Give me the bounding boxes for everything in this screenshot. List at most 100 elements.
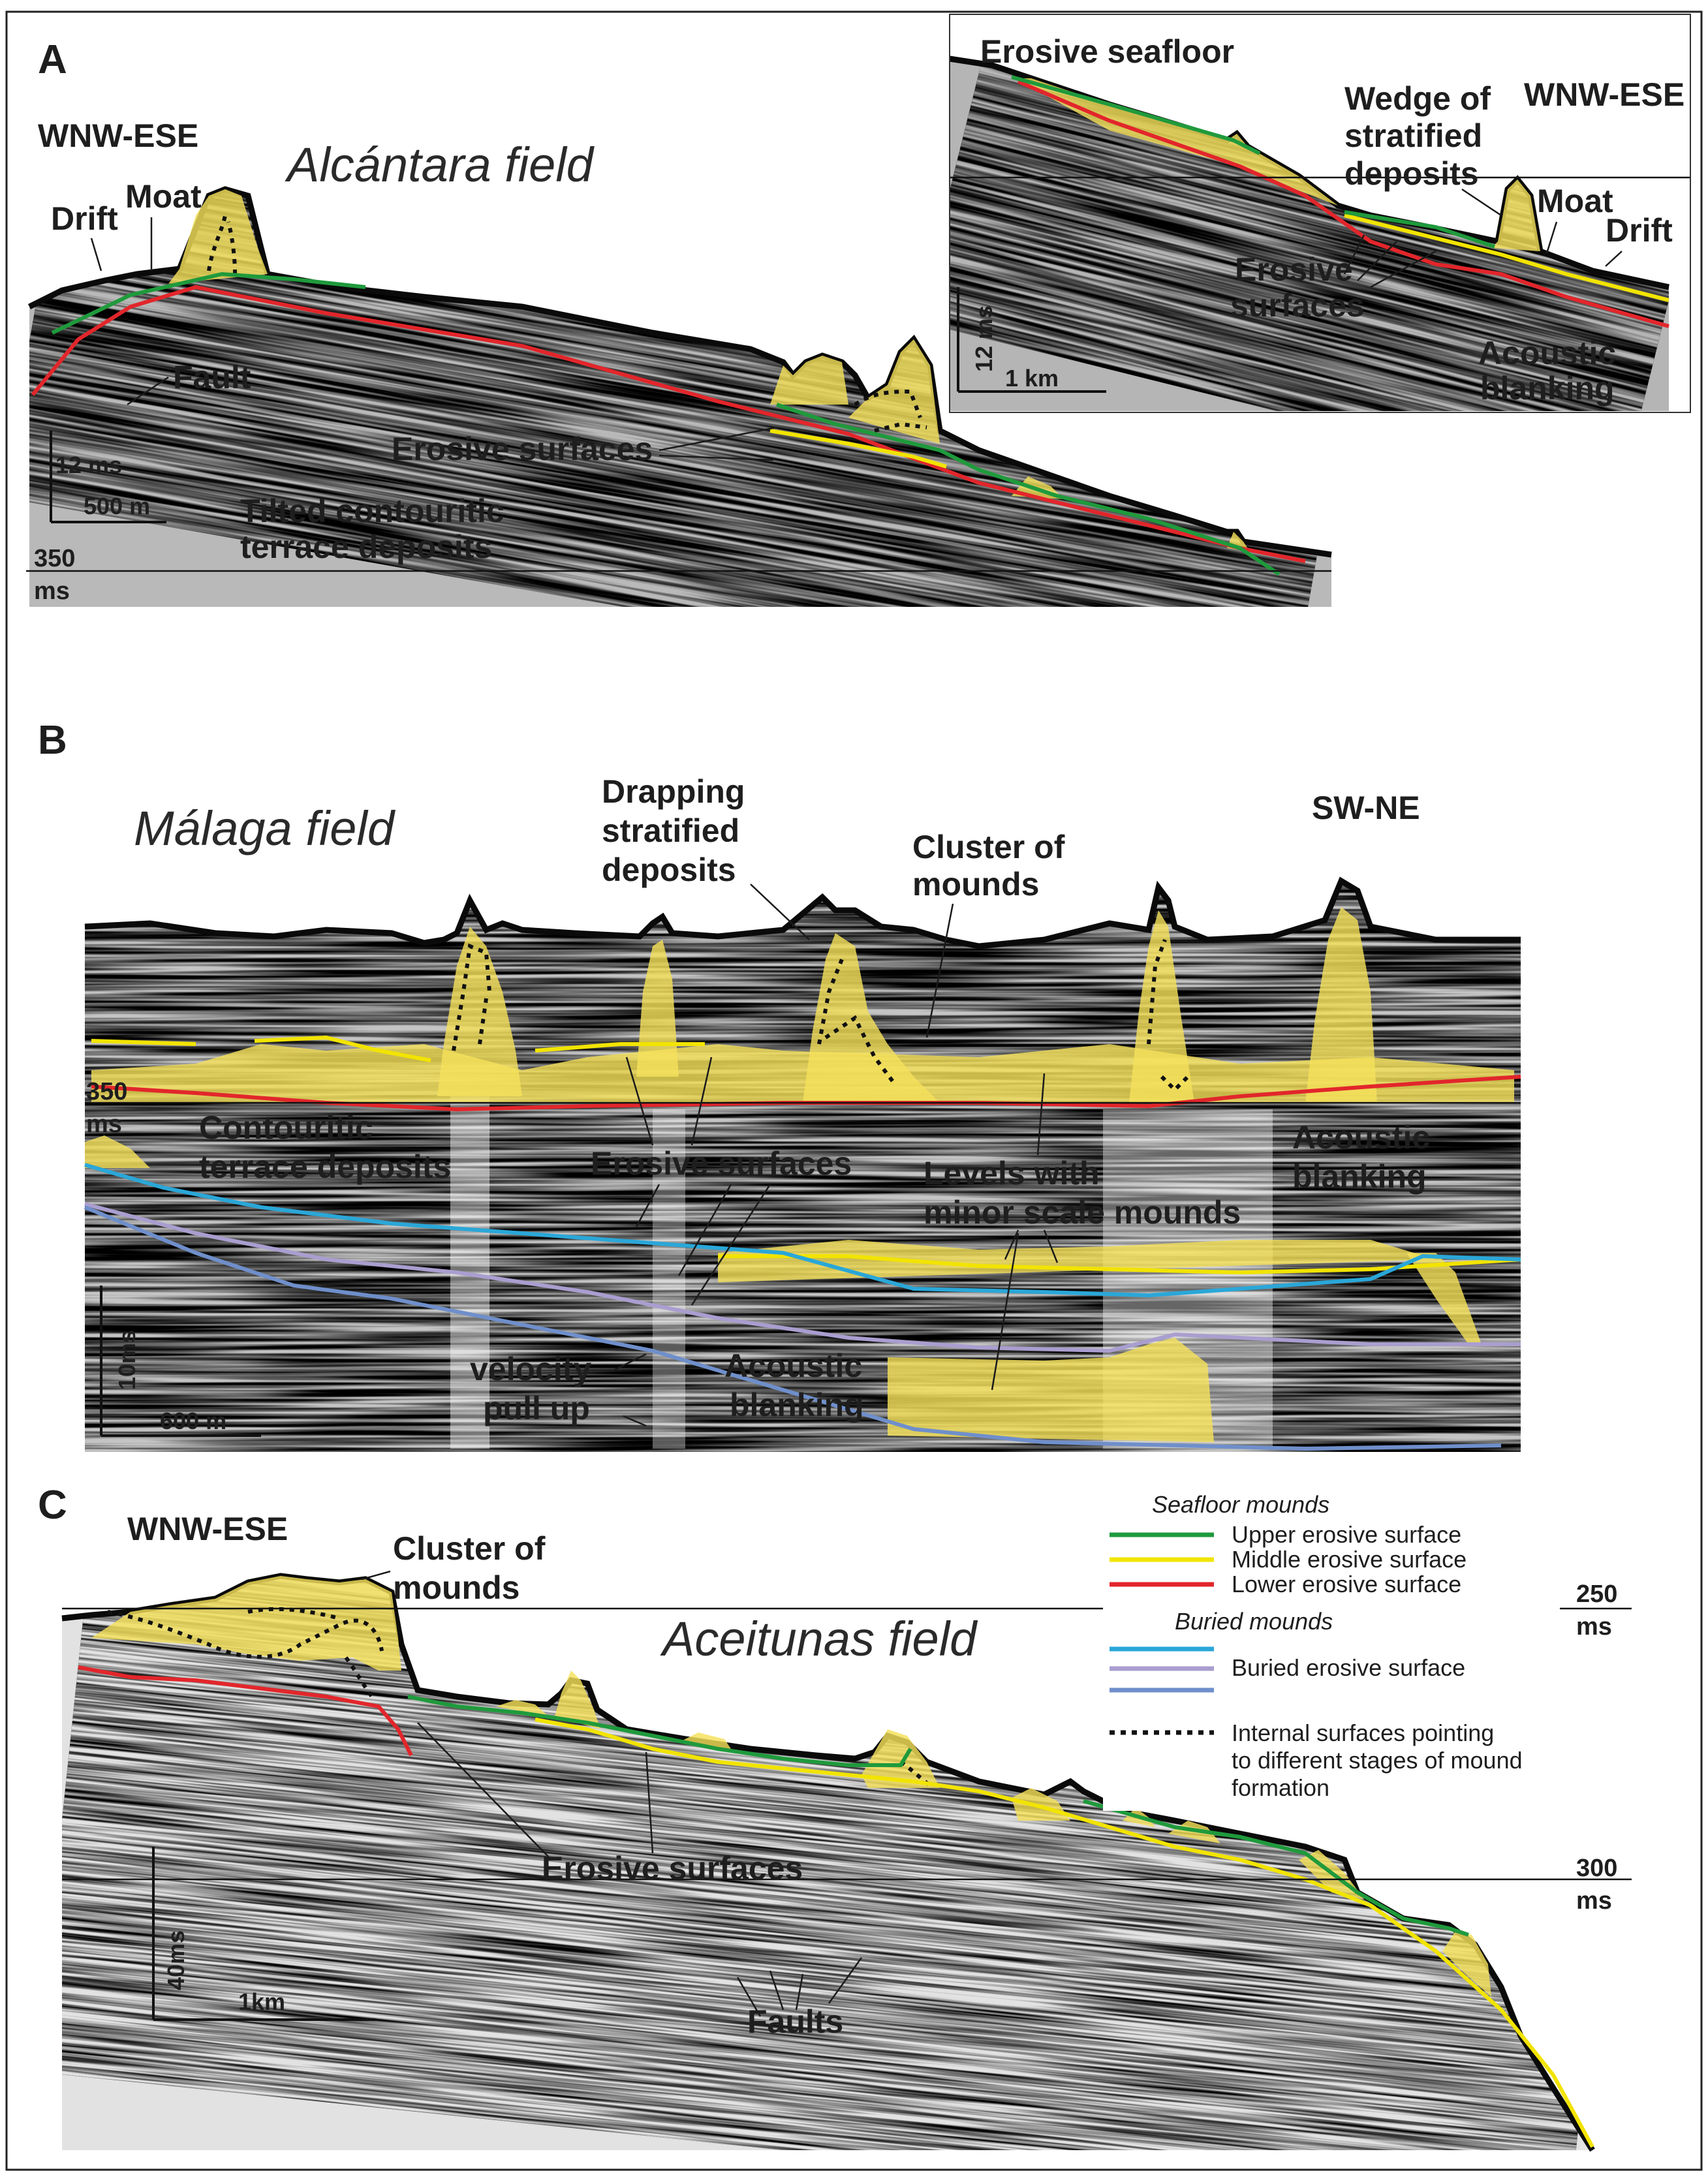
panel-c-erosive-label: Erosive surfaces [542, 1850, 803, 1887]
panel-c-lower-surface [78, 1665, 413, 1757]
panel-c-internal-surface [107, 1607, 384, 1698]
panel-b-levels-2: minor scale mounds [924, 1194, 1241, 1231]
panel-a-drift-leader [90, 238, 102, 271]
panel-b-letter: B [38, 718, 67, 763]
panel-c-mound-1 [496, 1700, 548, 1716]
panel-c-upper-surface [407, 1695, 1469, 1937]
panel-b-velocity-1: velocity [470, 1351, 591, 1387]
panel-a-inset-wedge-leader [1461, 188, 1502, 217]
panel-b-seismic-body [85, 881, 1521, 1452]
panel-b-buried-lilac [84, 1202, 1521, 1353]
legend-internal-label-1: Internal surfaces pointing [1232, 1719, 1494, 1746]
panel-c-field-title: Aceitunas field [660, 1612, 978, 1666]
panel-a-inset-upper-surface [1011, 75, 1495, 249]
panel-b-velocity-leaders [613, 1353, 647, 1427]
panel-a-mound-pair-2 [848, 339, 940, 444]
panel-c-mound-2 [555, 1671, 600, 1729]
legend-upper-label: Upper erosive surface [1232, 1521, 1461, 1548]
panel-b-buried-cyan [84, 1163, 1521, 1298]
panel-b-mound-lower-left [85, 1135, 150, 1168]
panel-b-blanking-zone-3 [653, 1109, 685, 1449]
panel-a-scale-bar: 12 ms 500 m [50, 431, 166, 523]
panel-b-ms-unit: ms [86, 1111, 122, 1138]
panel-a-orientation: WNW-ESE [38, 117, 198, 154]
panel-b-erosive-label: Erosive surfaces [591, 1145, 852, 1182]
panel-a-inset-middle-surface [1344, 213, 1669, 302]
panel-c-mound-3 [679, 1733, 731, 1749]
panel-c-fault-leaders [736, 1957, 863, 2017]
panel-c-cluster-leader [362, 1570, 391, 1580]
panel-a-inset-mound-2 [1491, 179, 1540, 251]
panel-c-ms-top-unit: ms [1576, 1613, 1612, 1641]
legend-seafloor-heading: Seafloor mounds [1152, 1491, 1329, 1518]
panel-b-drapping-3: deposits [602, 852, 736, 888]
legend-internal-label-2: to different stages of mound [1232, 1747, 1523, 1774]
panel-a-internal-surface [207, 215, 237, 275]
legend-middle-label: Middle erosive surface [1232, 1546, 1467, 1573]
panel-a-letter: A [38, 37, 67, 82]
panel-b-middle-surface-1 [91, 1039, 196, 1046]
panel-c-scale-vertical: 40ms [163, 1930, 189, 1990]
panel-c-mound-9 [1442, 1932, 1491, 1997]
panel-a-upper-surface [51, 271, 1281, 576]
panel-b-mound-blanking [888, 1338, 1214, 1442]
panel-c-middle-surface [535, 1718, 1594, 2148]
panel-b-middle-surface-3 [535, 1042, 705, 1053]
panel-b-cluster-1: Cluster of [912, 829, 1065, 865]
panel-c-erosive-leaders [417, 1722, 654, 1857]
panel-a-inset-drift-label: Drift [1606, 212, 1673, 249]
panel-a-inset-orientation: WNW-ESE [1524, 76, 1685, 113]
panel-c-faults-label: Faults [747, 2003, 843, 2040]
legend-buried-heading: Buried mounds [1175, 1608, 1333, 1635]
panel-a-inset-erosive-leaders [1343, 234, 1436, 288]
panel-a-inset-moat-leader [1545, 221, 1623, 267]
panel-b-blanking-low-2: blanking [730, 1387, 864, 1423]
panel-a-inset-erosive-2: surfaces [1230, 287, 1365, 324]
panel-b-mound-layer [91, 1044, 1514, 1103]
panel-a-inset-wedge-3: deposits [1344, 155, 1479, 192]
panel-a-inset-wedge-2: stratified [1344, 117, 1482, 154]
panel-b-mound-lower-band [718, 1240, 1436, 1282]
figure-frame [5, 10, 1703, 2171]
panel-b-blanking-right-2: blanking [1292, 1158, 1427, 1195]
panel-a-inset-scale-horizontal: 1 km [1005, 365, 1059, 392]
panel-b-drapping-leader [750, 884, 810, 940]
panel-b-seafloor [84, 876, 1521, 949]
panel-a-inset-seismic-body [950, 59, 1669, 411]
panel-c-mound-4 [862, 1729, 940, 1788]
panel-b-middle-surface-2 [254, 1035, 431, 1062]
panel-a-inset-lower-surface [1017, 80, 1669, 328]
panel-b-blanking-low-1: Acoustic [724, 1348, 862, 1384]
panel-b-erosive-leaders [625, 1056, 771, 1306]
panel-a-scale-vertical: 12 ms [55, 452, 122, 478]
panel-a-inset-blanking-1: Acoustic [1478, 335, 1616, 371]
panel-b-levels-1: Levels with [924, 1155, 1100, 1192]
panel-a-internal-surface-2 [854, 389, 927, 433]
panel-b-velocity-2: pull up [483, 1390, 590, 1426]
panel-a-ms-value: 350 [34, 545, 75, 572]
panel-b-orientation: SW-NE [1312, 790, 1420, 826]
panel-a-inset-border [949, 14, 1691, 413]
panel-b-internal-surface-3 [1147, 938, 1190, 1093]
panel-a-erosive-leaders [659, 426, 777, 461]
panel-a-moat-label: Moat [125, 178, 202, 215]
panel-b-contouritic-2: terrace deposits [199, 1148, 451, 1185]
panel-a-lower-surface [31, 285, 1306, 563]
panel-b-scale-horizontal: 600 m [160, 1408, 226, 1434]
panel-a-middle-surface [769, 429, 947, 469]
panel-a-erosive-label: Erosive surfaces [392, 431, 653, 467]
legend-internal-label-3: formation [1232, 1774, 1329, 1801]
panel-a-fault-label: Fault [173, 359, 251, 395]
panel-a-mound-pair-1 [770, 356, 848, 405]
panel-a-inset-blanking-2: blanking [1480, 370, 1615, 407]
panel-a: A WNW-ESE Alcántara field Drift Moat Fau… [26, 14, 1691, 607]
panel-c-ms-bottom-value: 300 [1576, 1855, 1617, 1882]
panel-c-cluster-2: mounds [393, 1569, 520, 1606]
panel-b-scale-bar: 10ms 600 m [100, 1286, 261, 1437]
panel-a-fault-leader [127, 376, 169, 406]
panel-b-buried-blue [84, 1205, 1502, 1451]
panel-b-internal-surface-1 [452, 943, 491, 1051]
panel-c-letter: C [38, 1483, 67, 1528]
panel-a-inset-erosive-1: Erosive [1235, 251, 1353, 288]
